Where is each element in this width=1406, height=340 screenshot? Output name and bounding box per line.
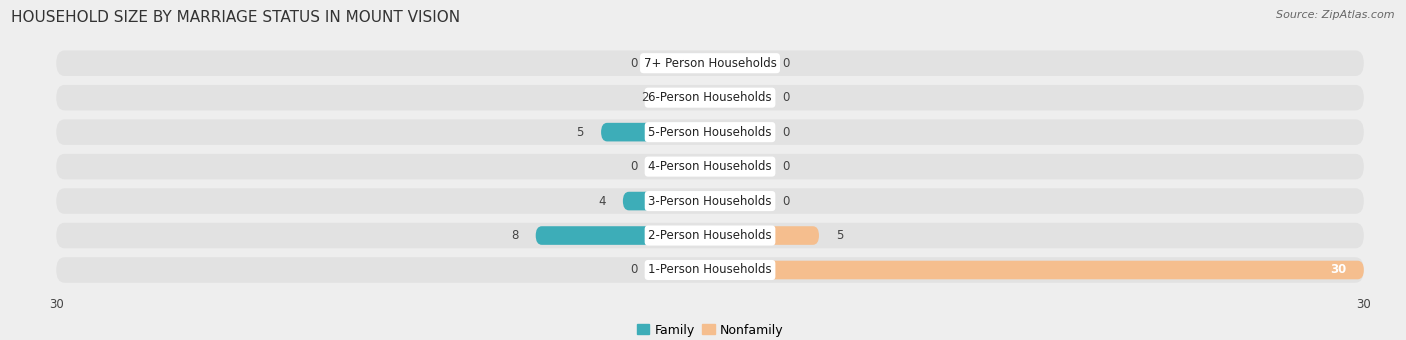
Text: 4-Person Households: 4-Person Households xyxy=(648,160,772,173)
FancyBboxPatch shape xyxy=(710,157,765,176)
Text: 2: 2 xyxy=(641,91,650,104)
Text: 30: 30 xyxy=(1330,264,1347,276)
Text: 0: 0 xyxy=(782,57,789,70)
Text: 6-Person Households: 6-Person Households xyxy=(648,91,772,104)
Text: HOUSEHOLD SIZE BY MARRIAGE STATUS IN MOUNT VISION: HOUSEHOLD SIZE BY MARRIAGE STATUS IN MOU… xyxy=(11,10,460,25)
FancyBboxPatch shape xyxy=(56,119,1364,145)
Text: 7+ Person Households: 7+ Person Households xyxy=(644,57,776,70)
FancyBboxPatch shape xyxy=(710,261,1364,279)
Text: 5: 5 xyxy=(576,126,583,139)
Text: 2-Person Households: 2-Person Households xyxy=(648,229,772,242)
FancyBboxPatch shape xyxy=(56,154,1364,180)
FancyBboxPatch shape xyxy=(710,192,765,210)
FancyBboxPatch shape xyxy=(56,188,1364,214)
FancyBboxPatch shape xyxy=(710,226,818,245)
Text: 8: 8 xyxy=(510,229,519,242)
FancyBboxPatch shape xyxy=(602,123,710,141)
Text: Source: ZipAtlas.com: Source: ZipAtlas.com xyxy=(1277,10,1395,20)
FancyBboxPatch shape xyxy=(623,192,710,210)
Text: 0: 0 xyxy=(631,264,638,276)
FancyBboxPatch shape xyxy=(56,257,1364,283)
Text: 5: 5 xyxy=(837,229,844,242)
Text: 0: 0 xyxy=(782,126,789,139)
FancyBboxPatch shape xyxy=(655,261,710,279)
FancyBboxPatch shape xyxy=(710,123,765,141)
Text: 4: 4 xyxy=(598,194,606,207)
FancyBboxPatch shape xyxy=(56,85,1364,110)
Text: 3-Person Households: 3-Person Households xyxy=(648,194,772,207)
FancyBboxPatch shape xyxy=(710,88,765,107)
Text: 0: 0 xyxy=(631,160,638,173)
Text: 1-Person Households: 1-Person Households xyxy=(648,264,772,276)
FancyBboxPatch shape xyxy=(56,50,1364,76)
FancyBboxPatch shape xyxy=(666,88,710,107)
Text: 0: 0 xyxy=(782,160,789,173)
Text: 0: 0 xyxy=(631,57,638,70)
FancyBboxPatch shape xyxy=(655,157,710,176)
Text: 0: 0 xyxy=(782,194,789,207)
FancyBboxPatch shape xyxy=(710,54,765,72)
Text: 0: 0 xyxy=(782,91,789,104)
FancyBboxPatch shape xyxy=(56,223,1364,248)
Text: 5-Person Households: 5-Person Households xyxy=(648,126,772,139)
FancyBboxPatch shape xyxy=(536,226,710,245)
Legend: Family, Nonfamily: Family, Nonfamily xyxy=(631,319,789,340)
FancyBboxPatch shape xyxy=(655,54,710,72)
